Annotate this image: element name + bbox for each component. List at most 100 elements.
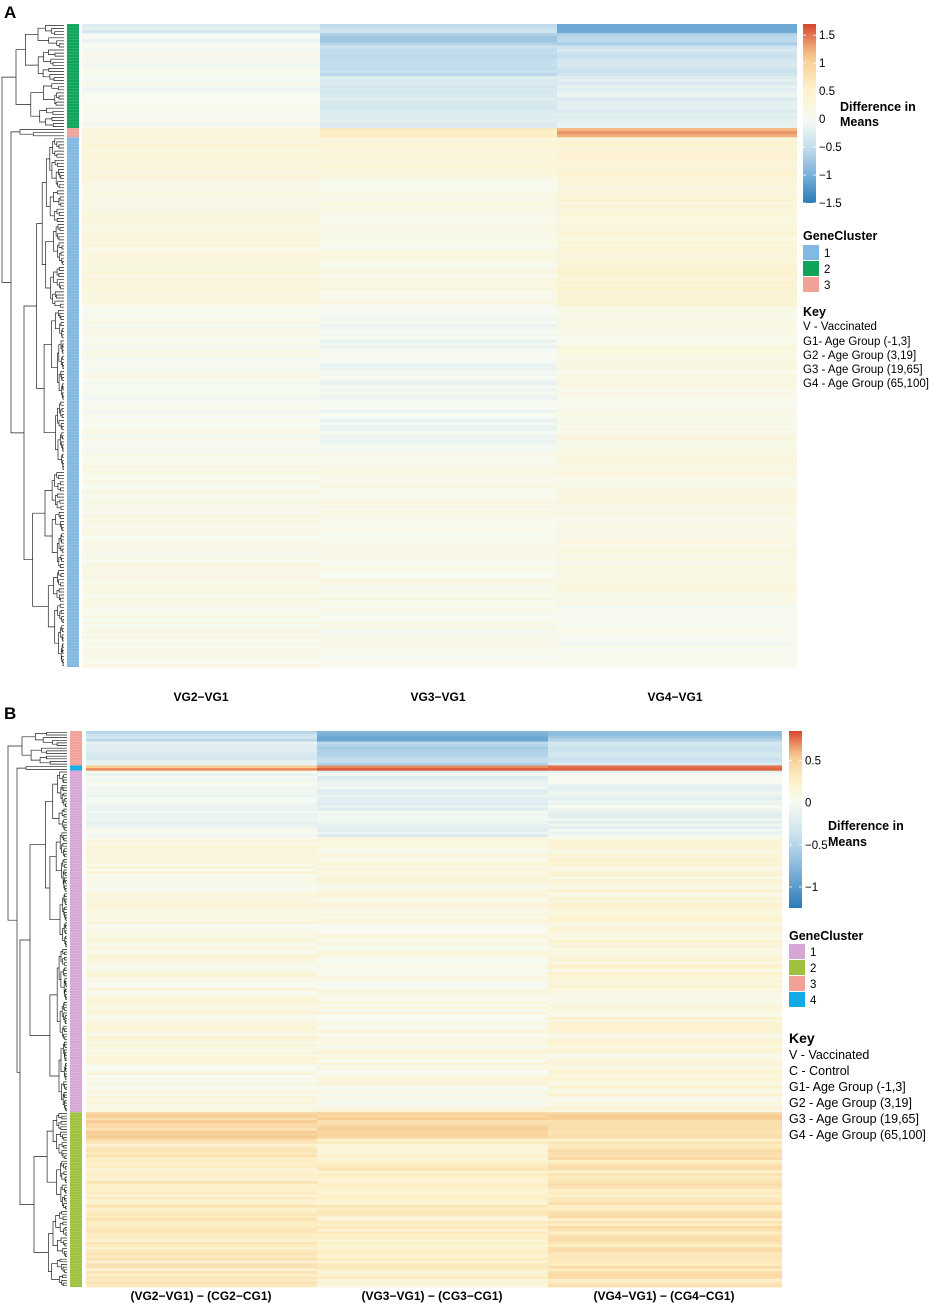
heatmap-cell: [317, 1059, 548, 1063]
dendrogram-branch: [46, 731, 67, 736]
heatmap-cell: [320, 155, 557, 160]
heatmap-cell: [86, 1067, 317, 1071]
heatmap-cell: [320, 60, 557, 65]
heatmap-cell: [86, 900, 317, 904]
dendrogram-branch: [61, 1280, 67, 1285]
heatmap-cell: [548, 977, 782, 981]
heatmap-cell: [320, 357, 557, 362]
heatmap-cell: [557, 259, 797, 264]
heatmap-cell: [548, 926, 782, 930]
dendrogram-branch: [65, 1107, 67, 1112]
heatmap-cell: [320, 523, 557, 527]
heatmap-cell: [320, 412, 557, 417]
heatmap-cell: [86, 1096, 317, 1100]
heatmap-cell: [557, 146, 797, 150]
dendrogram-branch: [62, 628, 64, 633]
heatmap-cell: [320, 498, 557, 503]
heatmap-cell: [86, 1255, 317, 1259]
heatmap-cell: [320, 547, 557, 552]
heatmap-cell: [86, 1236, 317, 1240]
heatmap-cell: [82, 351, 320, 356]
dendrogram-branch: [1, 76, 16, 283]
dendrogram-branch: [46, 107, 64, 114]
heatmap-cell: [86, 1173, 317, 1177]
dendrogram-branch: [19, 939, 34, 1205]
heatmap-cell: [320, 618, 557, 622]
panel-b-legend-swatch-3: [789, 976, 805, 991]
heatmap-cell: [557, 547, 797, 552]
heatmap-cell: [320, 336, 557, 340]
heatmap-cell: [317, 842, 548, 846]
heatmap-cell: [548, 934, 782, 938]
panel-a-legend-label-2: 2: [824, 264, 830, 276]
heatmap-cell: [548, 1204, 782, 1208]
dendrogram-branch: [59, 515, 64, 519]
heatmap-cell: [82, 253, 320, 258]
dendrogram-branch: [48, 1233, 53, 1272]
heatmap-cell: [86, 889, 317, 893]
heatmap-cell: [557, 158, 797, 163]
heatmap-cell: [557, 449, 797, 454]
heatmap-cell: [86, 1144, 317, 1148]
heatmap-cell: [86, 911, 317, 915]
dendrogram-branch: [60, 582, 64, 587]
heatmap-cell: [86, 881, 317, 885]
heatmap-cell: [320, 103, 557, 108]
heatmap-cell: [86, 1186, 317, 1190]
heatmap-cell: [557, 69, 797, 74]
colorbar-tick-label: −0.5: [819, 142, 842, 154]
dendrogram-branch: [58, 512, 64, 518]
heatmap-cell: [557, 544, 797, 548]
heatmap-cell: [557, 170, 797, 175]
heatmap-cell: [548, 778, 782, 782]
heatmap-cell: [557, 357, 797, 362]
heatmap-cell: [548, 1072, 782, 1076]
heatmap-cell: [86, 1138, 317, 1142]
panel-b-column-label-3: (VG4−VG1) − (CG4−CG1): [593, 1289, 734, 1303]
heatmap-cell: [320, 131, 557, 135]
panel-a-column-label-2: VG3−VG1: [410, 690, 465, 704]
heatmap-cell: [320, 379, 557, 383]
heatmap-cell: [548, 895, 782, 899]
heatmap-cell: [320, 418, 557, 423]
heatmap-cell: [317, 1043, 548, 1047]
heatmap-cell: [548, 791, 782, 795]
heatmap-cell: [557, 434, 797, 438]
heatmap-cell: [548, 942, 782, 946]
heatmap-cell: [557, 379, 797, 383]
heatmap-cell: [557, 639, 797, 643]
heatmap-cell: [317, 826, 548, 830]
heatmap-cell: [320, 39, 557, 43]
heatmap-cell: [557, 590, 797, 594]
dendrogram-branch: [58, 95, 64, 100]
heatmap-cell: [320, 333, 557, 337]
panel-b: B (VG2−VG1) − (CG2−CG1) (VG3−VG1) − (CG3…: [4, 704, 926, 1303]
heatmap-cell: [548, 731, 782, 735]
heatmap-cell: [82, 161, 320, 166]
dendrogram-branch: [52, 61, 64, 66]
heatmap-cell: [317, 982, 548, 986]
heatmap-cell: [86, 1271, 317, 1275]
heatmap-cell: [317, 879, 548, 883]
heatmap-cell: [317, 897, 548, 901]
heatmap-cell: [557, 121, 797, 126]
heatmap-cell: [557, 128, 797, 132]
heatmap-cell: [317, 1067, 548, 1071]
heatmap-cell: [320, 66, 557, 71]
heatmap-cell: [86, 1231, 317, 1235]
heatmap-cell: [548, 966, 782, 970]
heatmap-cell: [557, 324, 797, 328]
heatmap-cell: [82, 192, 320, 196]
heatmap-cell: [557, 94, 797, 98]
heatmap-cell: [557, 278, 797, 282]
dendrogram-branch: [61, 1211, 67, 1215]
heatmap-cell: [86, 1146, 317, 1150]
heatmap-cell: [82, 97, 320, 101]
heatmap-cell: [557, 443, 797, 447]
heatmap-cell: [82, 143, 320, 147]
heatmap-cell: [548, 1040, 782, 1044]
dendrogram-branch: [56, 190, 64, 195]
heatmap-cell: [317, 926, 548, 930]
heatmap-cell: [548, 940, 782, 944]
dendrogram-branch: [36, 223, 45, 389]
